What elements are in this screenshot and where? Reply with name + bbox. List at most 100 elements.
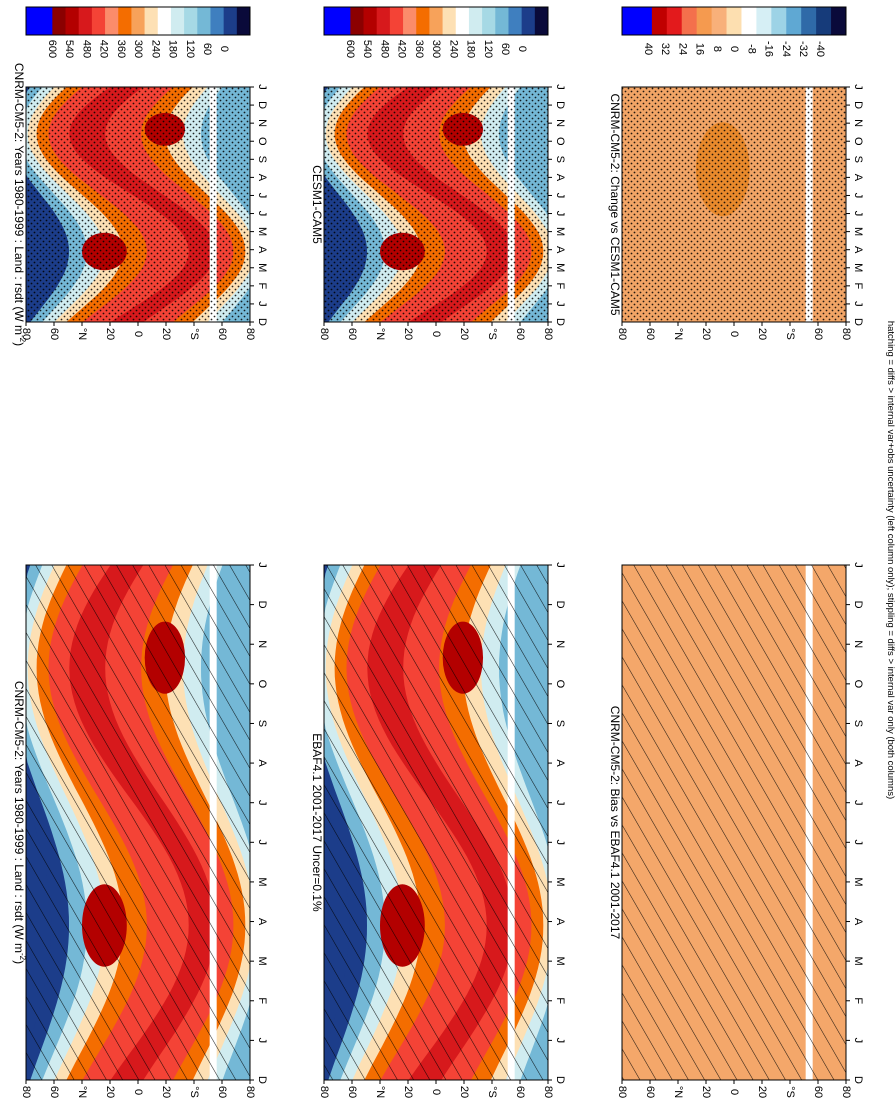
month-label: J (554, 301, 566, 307)
lat-label: °S (784, 328, 796, 340)
month-label: J (554, 840, 566, 846)
colorbar-label: 40 (642, 43, 654, 55)
month-label: S (256, 156, 268, 163)
lat-label: 60 (812, 328, 824, 340)
colorbar-swatch (223, 7, 238, 35)
lat-label: 0 (728, 1089, 740, 1095)
month-label: J (256, 193, 268, 199)
colorbar-swatch (389, 7, 404, 35)
month-label: F (256, 282, 268, 289)
month-label: J (554, 84, 566, 90)
lat-label: 0 (132, 1089, 144, 1095)
colorbar-label: 420 (396, 40, 408, 58)
colorbar-swatch (197, 7, 211, 35)
lat-label: 20 (104, 1086, 116, 1098)
panel-obs: D J F M A M J J A S O N D J 80 60 °N 20 0 20 °S 60 80 EBAF4.1 2… (310, 562, 566, 1098)
month-label: J (256, 800, 268, 806)
colorbar-label: 0 (728, 46, 740, 52)
stipple-overlay (324, 87, 548, 322)
colorbar-3: 40 32 24 16 8 0 -8 -16 -24 -32 -40 (621, 6, 847, 57)
lat-label: 20 (458, 1086, 470, 1098)
lat-label: 0 (132, 331, 144, 337)
month-label: N (256, 119, 268, 127)
colorbar-swatch (350, 7, 365, 35)
month-label: J (256, 211, 268, 217)
footnote: hatching = diffs > internal var+obs unce… (885, 321, 895, 799)
lat-label: 80 (318, 1086, 330, 1098)
month-label: J (852, 840, 864, 846)
lat-label: 20 (402, 1086, 414, 1098)
month-label: A (256, 759, 268, 767)
colorbar-swatch (131, 7, 146, 35)
colorbar-swatch (324, 7, 338, 35)
month-label: F (256, 997, 268, 1004)
month-label: S (554, 156, 566, 163)
month-label: D (852, 318, 864, 326)
lat-label: 20 (700, 1086, 712, 1098)
stipple-overlay (26, 87, 250, 322)
month-label: N (554, 119, 566, 127)
colorbar-label: 8 (711, 46, 723, 52)
colorbar-swatch (429, 7, 444, 35)
lat-label: 80 (244, 1086, 256, 1098)
colorbar-swatch (681, 7, 698, 35)
lat-label: 80 (542, 1086, 554, 1098)
colorbar-swatch (495, 7, 509, 35)
colorbar-label: 120 (184, 40, 196, 58)
month-label: A (554, 246, 566, 254)
colorbar-swatch (337, 7, 351, 35)
month-label: D (256, 601, 268, 609)
colorbar-swatch (756, 7, 772, 35)
colorbar-swatch (363, 7, 378, 35)
colorbar-swatch (157, 7, 172, 35)
colorbar-1: 600 540 480 420 360 300 240 180 120 60 0 (25, 6, 251, 58)
month-label: D (554, 318, 566, 326)
lat-label: 20 (458, 328, 470, 340)
lat-label: 60 (514, 328, 526, 340)
month-label: J (256, 1038, 268, 1044)
colorbar-swatch (711, 7, 728, 35)
month-label: D (256, 101, 268, 109)
hatch-overlay (324, 565, 548, 1080)
lat-label: 80 (542, 328, 554, 340)
colorbar-swatch (39, 7, 53, 35)
lat-label: 20 (402, 328, 414, 340)
lat-label: 60 (216, 1086, 228, 1098)
month-label: D (256, 1076, 268, 1084)
colorbar-label: 240 (149, 40, 161, 58)
month-label: J (554, 1038, 566, 1044)
month-label: M (256, 957, 268, 966)
colorbar-label: -8 (745, 44, 757, 54)
lat-label: 0 (430, 1089, 442, 1095)
month-label: J (852, 301, 864, 307)
month-label: D (852, 101, 864, 109)
month-label: M (852, 227, 864, 236)
panel-cesm: D J F M A M J J A S O N D J 80 60 °N 20 0 20 °S 60 80 CESM1-CAM… (310, 84, 566, 340)
month-label: O (554, 680, 566, 689)
month-label: D (554, 1076, 566, 1084)
month-label: F (554, 997, 566, 1004)
lat-label: °S (486, 328, 498, 340)
colorbar-label: 24 (676, 43, 688, 55)
month-label: M (852, 263, 864, 272)
panel-change: D J F M A M J J A S O N D J 80 60 °N 20 0 20 °S 60 80 CNRM-CM5-… (608, 84, 864, 340)
colorbar-swatch (210, 7, 225, 35)
month-label: M (852, 877, 864, 886)
colorbar-label: 420 (98, 40, 110, 58)
month-label: N (852, 119, 864, 127)
month-label: J (852, 211, 864, 217)
month-label: A (852, 246, 864, 254)
colorbar-label: -40 (814, 41, 826, 57)
month-label: M (554, 957, 566, 966)
colorbar-swatch (91, 7, 106, 35)
month-label: O (256, 680, 268, 689)
colorbar-label: 180 (167, 40, 179, 58)
colorbar-swatch (184, 7, 198, 35)
month-label: S (554, 720, 566, 727)
month-label: A (256, 174, 268, 182)
lat-label: °S (188, 328, 200, 340)
month-label: A (256, 918, 268, 926)
lat-label: 20 (160, 328, 172, 340)
month-label: J (554, 800, 566, 806)
